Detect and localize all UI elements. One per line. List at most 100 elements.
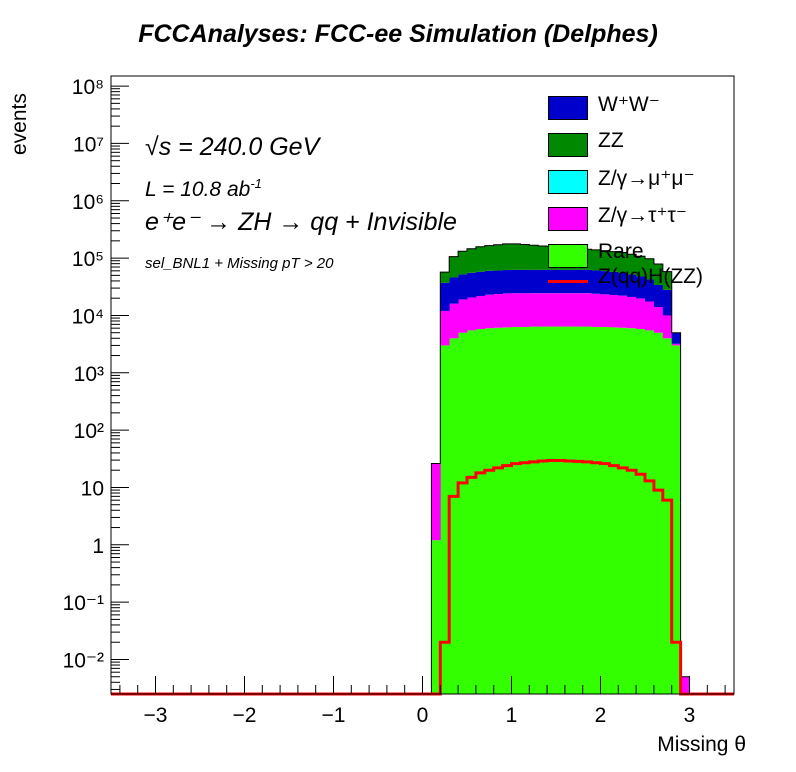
legend-entry-ztautau: Z/γ→τ⁺τ⁻ (548, 203, 748, 233)
bar-z-20 (609, 295, 619, 328)
legend-entry-zmumu: Z/γ→μ⁺μ⁻ (548, 166, 748, 196)
bar-z-28 (680, 676, 690, 694)
y-tick-label: 10⁸ (72, 76, 104, 99)
bar-rare-7 (493, 327, 503, 694)
bar-ww-20 (609, 271, 619, 295)
legend-label-rare: Rare (598, 240, 644, 263)
legend-swatch-rare (548, 244, 588, 268)
bar-rare-14 (556, 326, 566, 694)
legend-swatch-ztautau (548, 207, 588, 231)
bar-z-24 (645, 301, 655, 331)
bar-zz-9 (511, 243, 521, 270)
bar-rare-20 (609, 327, 619, 694)
bar-rare-0 (431, 540, 441, 694)
bar-rare-25 (653, 332, 664, 694)
bar-z-17 (582, 293, 592, 327)
legend-entry-zz: ZZ (548, 129, 748, 159)
bar-zz-24 (645, 258, 655, 280)
bar-rare-16 (573, 326, 584, 694)
y-tick-label: 10⁵ (72, 248, 104, 271)
bar-z-7 (493, 294, 503, 328)
bar-z-26 (662, 315, 673, 339)
bar-rare-19 (600, 326, 610, 694)
bar-z-23 (636, 298, 646, 330)
y-axis-label-wrap: events (4, 80, 44, 170)
y-tick-label: 10⁻² (63, 649, 104, 672)
lumi-unit-exponent: -1 (250, 176, 262, 191)
bar-rare-3 (458, 332, 468, 694)
bar-z-6 (484, 294, 495, 329)
selection-annotation: sel_BNL1 + Missing pT > 20 (145, 255, 334, 272)
bar-zz-18 (591, 249, 601, 271)
bar-rare-6 (484, 328, 495, 694)
bar-rare-9 (511, 326, 521, 694)
bar-rare-5 (475, 329, 486, 694)
bar-rare-12 (538, 326, 548, 694)
bar-ww-21 (618, 272, 628, 296)
bar-rare-24 (645, 330, 655, 694)
bar-zz-23 (636, 256, 646, 277)
bar-zz-2 (449, 256, 459, 278)
bar-zz-5 (475, 246, 486, 272)
bar-ww-26 (662, 289, 673, 316)
bar-z-2 (449, 303, 459, 339)
bar-zz-4 (467, 248, 477, 273)
y-tick-label: 10³ (74, 363, 104, 386)
bar-zz-25 (653, 263, 664, 285)
bar-z-1 (440, 310, 450, 346)
bar-z-15 (564, 293, 575, 327)
y-axis-label: events (8, 93, 31, 155)
bar-ww-23 (636, 276, 646, 299)
bar-z-22 (627, 296, 637, 329)
bar-z-25 (653, 307, 664, 333)
x-tick-label: −2 (233, 704, 257, 727)
bar-ww-3 (458, 274, 468, 300)
legend-swatch-zz (548, 133, 588, 157)
bar-ww-1 (440, 282, 450, 311)
process-annotation: e⁺e⁻ → ZH → qq + Invisible (145, 208, 457, 236)
bar-ww-7 (493, 270, 503, 294)
bar-rare-13 (547, 326, 557, 694)
legend-label-ww: W⁺W⁻ (598, 93, 660, 116)
y-tick-label: 10⁷ (73, 133, 104, 156)
bar-rare-21 (618, 327, 628, 694)
legend-line-signal (548, 280, 588, 283)
legend-entry-signal: Z(qq)H(ZZ) (548, 265, 748, 295)
y-tick-label: 10 (81, 477, 104, 500)
x-tick-label: −3 (144, 704, 168, 727)
chart-title: FCCAnalyses: FCC-ee Simulation (Delphes) (138, 20, 658, 48)
bar-zz-7 (493, 244, 503, 271)
bar-ww-4 (467, 272, 477, 298)
bar-rare-22 (627, 328, 637, 694)
x-tick-label: 0 (417, 704, 429, 727)
legend-swatch-zmumu (548, 170, 588, 194)
lumi-text: L = 10.8 ab (145, 178, 251, 201)
x-tick-label: −1 (322, 704, 346, 727)
bar-z-9 (511, 293, 521, 327)
bar-zz-10 (520, 244, 530, 270)
legend-entry-ww: W⁺W⁻ (548, 92, 748, 122)
legend-label-signal: Z(qq)H(ZZ) (598, 265, 703, 288)
bar-z-18 (591, 293, 601, 327)
bar-z-11 (529, 293, 539, 327)
bar-z-13 (547, 293, 557, 327)
bar-ww-19 (600, 271, 610, 295)
bar-rare-27 (671, 345, 681, 694)
bar-rare-10 (520, 326, 530, 694)
bar-z-0 (431, 463, 441, 541)
bar-rare-26 (662, 338, 673, 694)
signal-line (111, 459, 734, 696)
bar-rare-17 (582, 326, 592, 694)
bar-rare-11 (529, 326, 539, 694)
bar-ww-8 (502, 269, 512, 294)
bar-z-5 (475, 296, 486, 330)
bar-rare-2 (449, 338, 459, 694)
bar-z-4 (467, 297, 477, 331)
bar-z-8 (502, 293, 512, 328)
bar-rare-4 (467, 330, 477, 694)
lumi-annotation: L = 10.8 ab-1 (145, 176, 262, 202)
y-tick-label: 10⁶ (72, 191, 104, 214)
x-tick-label: 1 (506, 704, 518, 727)
bar-rare-23 (636, 329, 646, 694)
bar-z-12 (538, 293, 548, 327)
